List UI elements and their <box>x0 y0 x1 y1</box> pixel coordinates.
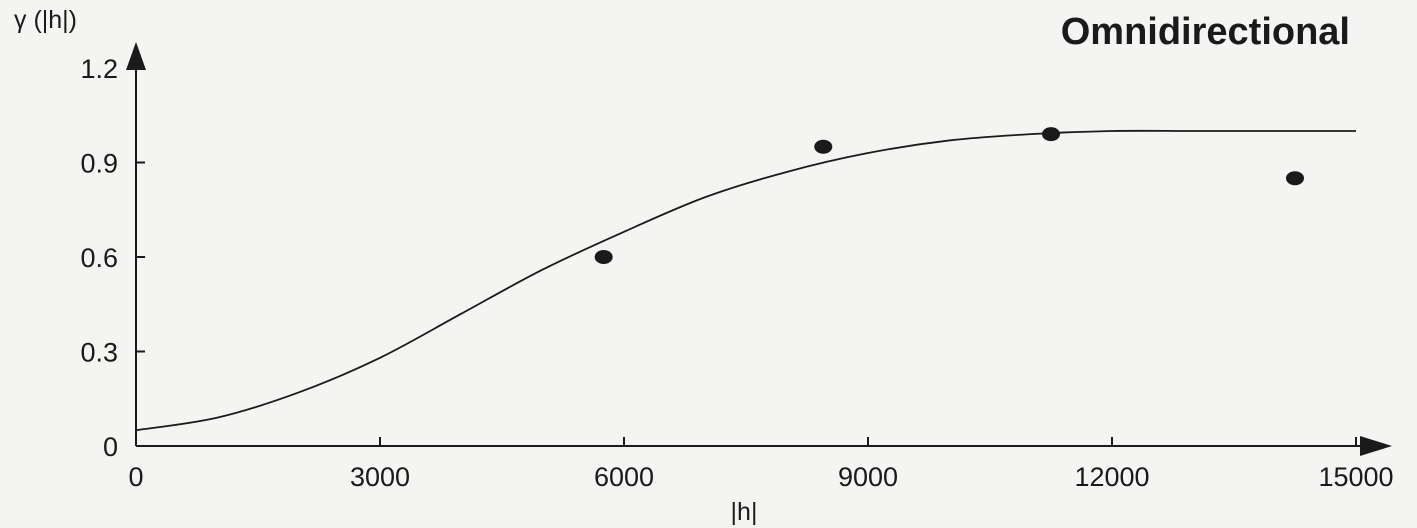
data-point <box>814 139 833 154</box>
x-tick-label: 6000 <box>594 462 654 492</box>
y-axis-arrow <box>126 42 146 70</box>
y-tick-label: 0.6 <box>80 243 118 273</box>
x-axis-arrow <box>1360 436 1392 456</box>
x-ticks: 0 3000 6000 9000 12000 15000 <box>128 437 1394 492</box>
x-tick-label: 3000 <box>350 462 410 492</box>
y-ticks: 0 0.3 0.6 0.9 1.2 <box>80 54 145 462</box>
x-tick-label: 9000 <box>838 462 898 492</box>
data-point <box>1042 127 1060 142</box>
x-tick-label: 0 <box>128 462 143 492</box>
series-layer <box>135 127 1356 432</box>
chart-title: Omnidirectional <box>1061 11 1350 53</box>
x-axis-label: |h| <box>731 498 758 526</box>
y-axis-label: γ (|h|) <box>14 6 77 34</box>
y-tick-label: 1.2 <box>80 54 118 84</box>
x-tick-label: 15000 <box>1318 462 1393 492</box>
data-point <box>594 250 613 264</box>
model-curve <box>135 129 1356 432</box>
y-tick-label: 0.9 <box>80 149 118 179</box>
y-tick-label: 0.3 <box>80 338 118 368</box>
y-tick-label: 0 <box>103 432 118 462</box>
x-tick-label: 12000 <box>1074 462 1149 492</box>
data-point <box>1286 171 1304 186</box>
